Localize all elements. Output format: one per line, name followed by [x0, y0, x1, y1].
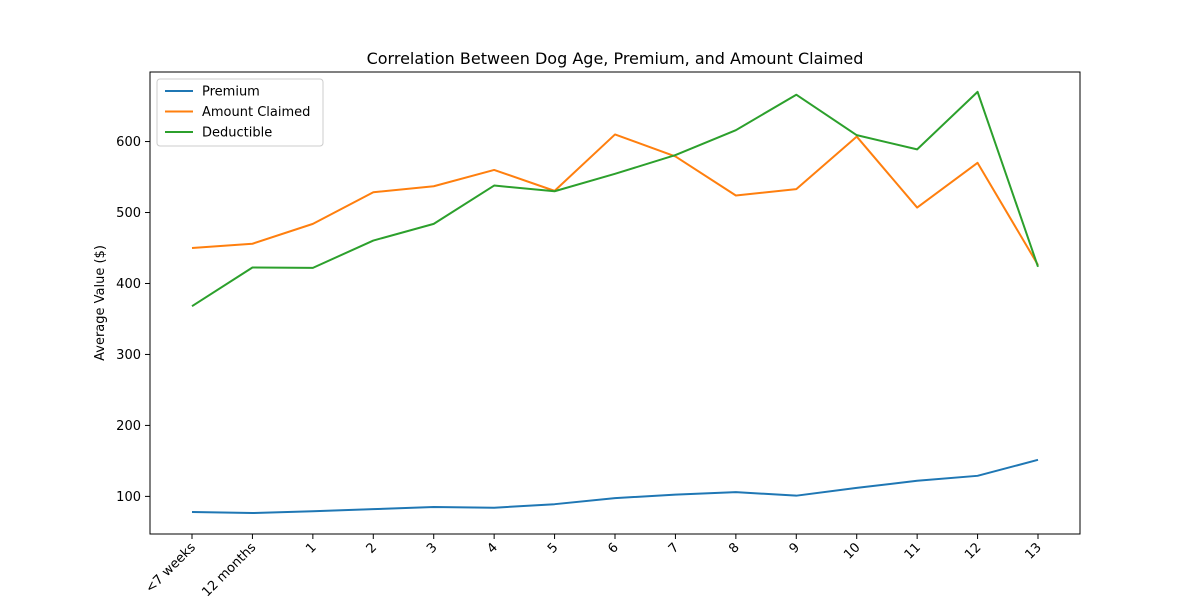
- x-tick-label: 13: [1023, 540, 1045, 562]
- series-line-amount-claimed: [191, 133, 1039, 266]
- y-tick-label: 600: [116, 135, 141, 150]
- y-tick-label: 400: [116, 277, 141, 292]
- x-tick-label: 5: [545, 540, 561, 556]
- x-tick-label: 1: [303, 540, 319, 556]
- y-tick-label: 500: [116, 206, 141, 221]
- y-tick-label: 100: [116, 490, 141, 505]
- chart-title: Correlation Between Dog Age, Premium, an…: [367, 49, 864, 68]
- x-tick-label: 8: [726, 540, 742, 556]
- x-tick-label: 2: [364, 540, 380, 556]
- x-tick-label: 4: [485, 540, 501, 556]
- y-axis-label: Average Value ($): [93, 245, 108, 361]
- series-line-premium: [191, 458, 1039, 515]
- legend-box: [156, 78, 324, 147]
- x-tick-label: <7 weeks: [143, 540, 199, 596]
- x-tick-label: 7: [666, 540, 682, 556]
- y-tick-label: 300: [116, 348, 141, 363]
- x-tick-label: 6: [605, 540, 621, 556]
- x-tick-label: 11: [902, 540, 924, 562]
- x-tick-label: 12: [962, 540, 984, 562]
- series-line-deductible: [191, 90, 1039, 308]
- legend-label-deductible: Deductible: [202, 126, 272, 141]
- legend-label-amount-claimed: Amount Claimed: [202, 105, 310, 120]
- y-tick-label: 200: [116, 419, 141, 434]
- x-tick-label: 12 months: [199, 540, 259, 600]
- x-tick-label: 3: [424, 540, 440, 556]
- x-tick-label: 9: [787, 540, 803, 556]
- legend-label-premium: Premium: [202, 85, 260, 100]
- x-tick-label: 10: [841, 540, 863, 562]
- legend: Premium Amount Claimed Deductible: [156, 78, 324, 147]
